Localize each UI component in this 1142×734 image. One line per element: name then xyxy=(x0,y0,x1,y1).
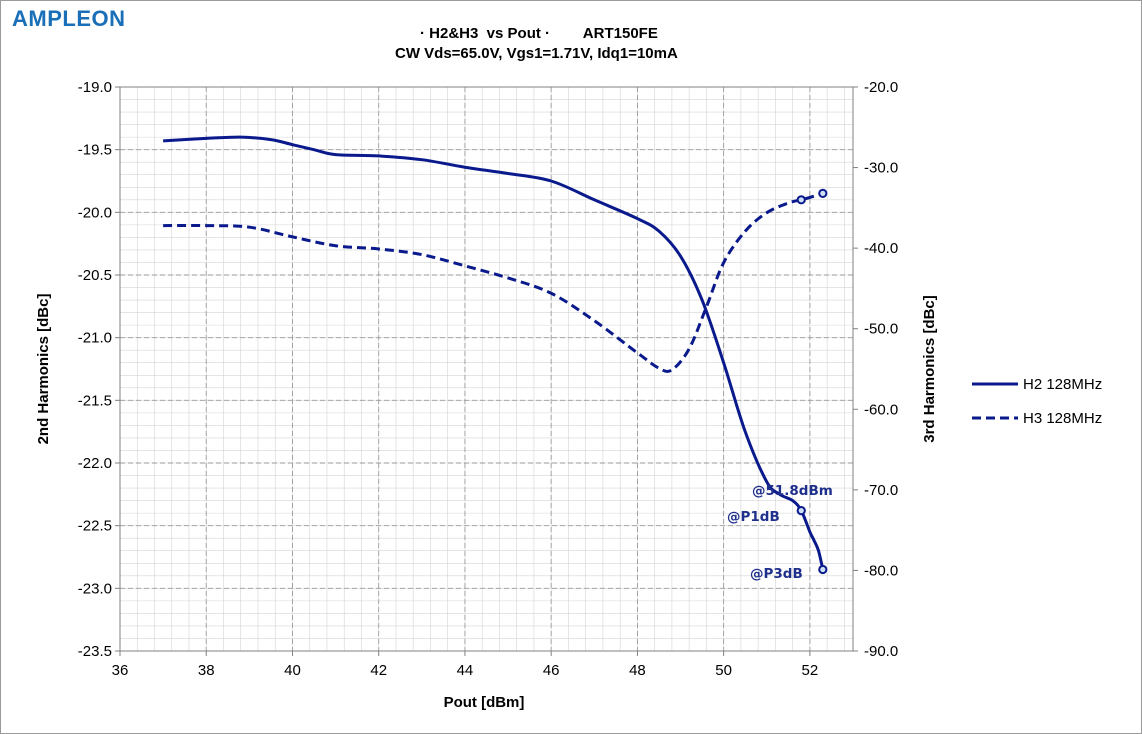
y-tick-label: -20.0 xyxy=(78,204,112,221)
chart-subtitle: CW Vds=65.0V, Vgs1=1.71V, Idq1=10mA xyxy=(395,45,678,62)
y2-tick-label: -90.0 xyxy=(864,643,898,660)
series-line-h3 xyxy=(163,191,824,373)
data-marker xyxy=(796,506,806,516)
annotation-51-8dbm: @51.8dBm xyxy=(752,483,833,499)
x-tick-label: 36 xyxy=(112,662,129,679)
plot-area-border xyxy=(119,86,854,652)
x-tick-label: 50 xyxy=(715,662,732,679)
y-tick-label: -20.5 xyxy=(78,267,112,284)
y2-tick-label: -60.0 xyxy=(864,401,898,418)
y2-tick-label: -50.0 xyxy=(864,321,898,338)
data-marker xyxy=(818,564,828,575)
y-tick-label: -19.5 xyxy=(78,142,112,159)
y-tick-label: -21.5 xyxy=(78,392,112,409)
y-axis-label-left: 2nd Harmonics [dBc] xyxy=(35,294,52,445)
x-axis-label: Pout [dBm] xyxy=(444,694,525,711)
x-tick-label: 42 xyxy=(370,662,387,679)
x-tick-label: 38 xyxy=(198,662,215,679)
data-marker xyxy=(818,188,828,198)
x-tick-label: 40 xyxy=(284,662,301,679)
y-tick-label: -23.5 xyxy=(78,643,112,660)
y-tick-label: -22.5 xyxy=(78,518,112,535)
y2-tick-label: -20.0 xyxy=(864,79,898,96)
y-tick-label: -21.0 xyxy=(78,330,112,347)
annotation-p3db: @P3dB xyxy=(750,566,803,582)
x-tick-label: 52 xyxy=(802,662,819,679)
ampleon-logo: AMPLEON xyxy=(12,6,126,31)
chart-title: · H2&H3 vs Pout · ART150FE xyxy=(420,25,658,42)
y-tick-label: -19.0 xyxy=(78,79,112,96)
legend-label-h3: H3 128MHz xyxy=(1023,410,1102,427)
y-axis-label-right: 3rd Harmonics [dBc] xyxy=(921,295,938,443)
annotation-p1db: @P1dB xyxy=(727,509,780,525)
x-tick-label: 44 xyxy=(457,662,474,679)
y2-tick-label: -80.0 xyxy=(864,562,898,579)
data-marker xyxy=(796,195,806,205)
legend-label-h2: H2 128MHz xyxy=(1023,376,1102,393)
y2-tick-label: -40.0 xyxy=(864,240,898,257)
y-tick-label: -22.0 xyxy=(78,455,112,472)
x-tick-label: 48 xyxy=(629,662,646,679)
series-line-h2 xyxy=(163,135,825,570)
x-tick-label: 46 xyxy=(543,662,560,679)
legend: H2 128MHz H3 128MHz xyxy=(972,376,1102,427)
axis-ticks: 36 38 40 42 44 46 48 50 52 -19.0 -19.5 -20.0 -20.5 -2… xyxy=(78,79,898,679)
y-tick-label: -23.0 xyxy=(78,580,112,597)
y2-tick-label: -70.0 xyxy=(864,482,898,499)
marker-layer xyxy=(796,188,828,575)
series-layer xyxy=(163,135,825,570)
y2-tick-label: -30.0 xyxy=(864,160,898,177)
